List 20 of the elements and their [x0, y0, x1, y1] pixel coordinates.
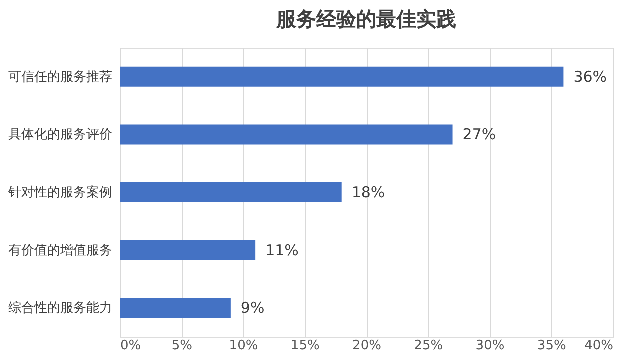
data-label: 36% [574, 68, 608, 86]
y-tick-label: 针对性的服务案例 [8, 184, 112, 200]
y-tick-label: 有价值的增值服务 [8, 243, 112, 258]
x-tick-label: 10% [229, 338, 258, 354]
x-tick-label: 0% [120, 338, 142, 354]
y-tick-label: 可信任的服务推荐 [8, 70, 112, 85]
data-label: 27% [462, 126, 496, 144]
data-label: 18% [352, 184, 386, 202]
y-tick-label: 具体化的服务评价 [8, 128, 112, 143]
x-tick-label: 40% [584, 338, 614, 354]
x-tick-label: 35% [537, 338, 566, 354]
x-tick-label: 5% [172, 338, 192, 354]
x-tick-label: 20% [352, 338, 382, 354]
x-tick-label: 15% [290, 338, 320, 354]
x-tick-label: 25% [414, 338, 444, 354]
chart-title: 服务经验的最佳实践 [276, 7, 456, 31]
x-tick-label: 30% [476, 338, 505, 354]
data-label: 11% [266, 241, 299, 260]
data-label: 9% [240, 299, 265, 318]
y-tick-label: 综合性的服务能力 [8, 301, 112, 316]
